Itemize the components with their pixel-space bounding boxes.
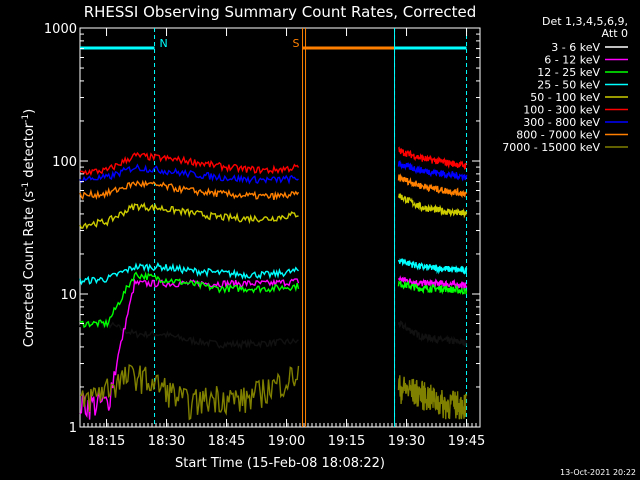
legend-header-line1: Det 1,3,4,5,6,9,: [542, 15, 628, 28]
x-tick-label: 18:15: [88, 434, 125, 449]
series-line-6: [79, 163, 299, 185]
series-line-6: [397, 160, 468, 182]
x-tick-label: 19:15: [328, 434, 365, 449]
x-axis-label: Start Time (15-Feb-08 18:08:22): [175, 456, 385, 471]
series-line-2: [79, 271, 300, 329]
legend-entry-label: 300 - 800 keV: [523, 116, 600, 129]
axes-layer: 18:15 18:30 18:45 19:00 19:15 19:30 19:45 1 10 10…: [44, 22, 485, 449]
y-axis-label: Corrected Count Rate (s-1 detector-1): [21, 109, 37, 347]
series-line-7: [397, 173, 467, 199]
legend-entry-label: 7000 - 15000 keV: [502, 141, 600, 154]
x-tick-label: 18:45: [208, 434, 245, 449]
series-line-2: [397, 280, 468, 295]
series-layer: [79, 146, 468, 421]
y-tick-label: 1: [69, 421, 77, 436]
series-line-4: [397, 192, 468, 219]
series-line-3: [397, 258, 468, 275]
x-tick-label: 19:45: [448, 434, 485, 449]
series-line-3: [79, 261, 299, 286]
series-line-4: [79, 202, 299, 230]
series-line-0: [397, 320, 468, 347]
legend-entry-label: 6 - 12 keV: [544, 54, 600, 67]
series-line-5: [398, 146, 467, 170]
date-stamp: 13-Oct-2021 20:22: [560, 468, 636, 477]
legend-entry-label: 100 - 300 keV: [523, 104, 600, 117]
legend-entry-label: 25 - 50 keV: [537, 79, 600, 92]
legend-header-line2: Att 0: [602, 27, 628, 40]
series-line-7: [79, 179, 300, 201]
x-tick-label: 19:30: [388, 434, 425, 449]
y-tick-label: 10: [60, 288, 77, 303]
series-line-8: [79, 364, 300, 421]
legend-entry-label: 3 - 6 keV: [551, 41, 600, 54]
legend-entry-label: 800 - 7000 keV: [516, 129, 600, 142]
series-line-0: [79, 317, 299, 351]
y-tick-label: 1000: [44, 22, 77, 37]
x-tick-label: 18:30: [148, 434, 185, 449]
legend-entry-label: 50 - 100 keV: [530, 91, 600, 104]
y-tick-label: 100: [52, 155, 77, 170]
legend-entry-label: 12 - 25 keV: [537, 66, 600, 79]
saa-bar-label: S: [293, 37, 300, 50]
chart-title: RHESSI Observing Summary Count Rates, Co…: [84, 3, 477, 21]
x-tick-label: 19:00: [268, 434, 305, 449]
night-bar-label: N: [160, 37, 168, 50]
series-line-5: [79, 151, 300, 177]
series-line-8: [397, 375, 468, 420]
